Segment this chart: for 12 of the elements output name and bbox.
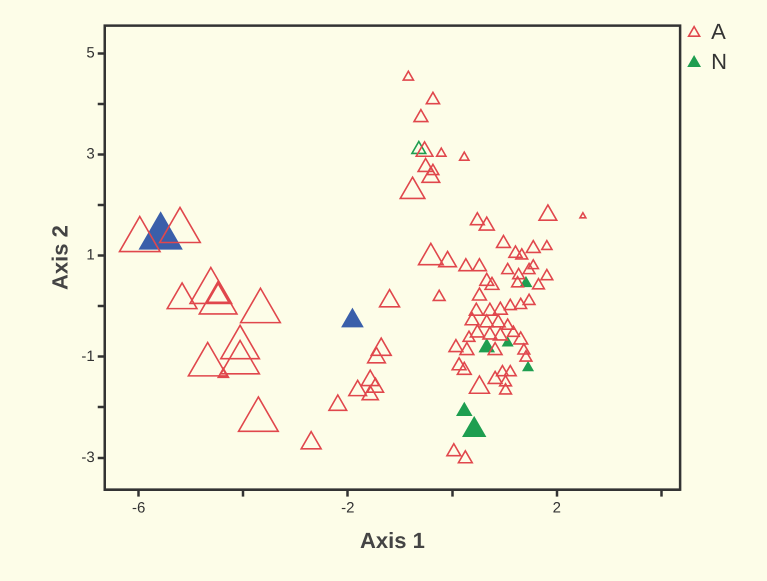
x-tick-label: 2 [552, 500, 561, 517]
y-tick-label: -1 [81, 348, 95, 365]
y-tick-label: 5 [86, 44, 95, 62]
legend-label: N [711, 49, 728, 74]
legend-label: A [711, 19, 726, 44]
x-tick-label: -6 [132, 500, 146, 517]
y-tick-label: 3 [86, 146, 95, 163]
y-tick-label: -3 [81, 448, 95, 466]
x-tick-label: -2 [341, 500, 354, 517]
y-tick-label: 1 [86, 246, 95, 264]
y-axis-title: Axis 2 [47, 225, 72, 290]
x-axis-title: Axis 1 [360, 528, 425, 553]
